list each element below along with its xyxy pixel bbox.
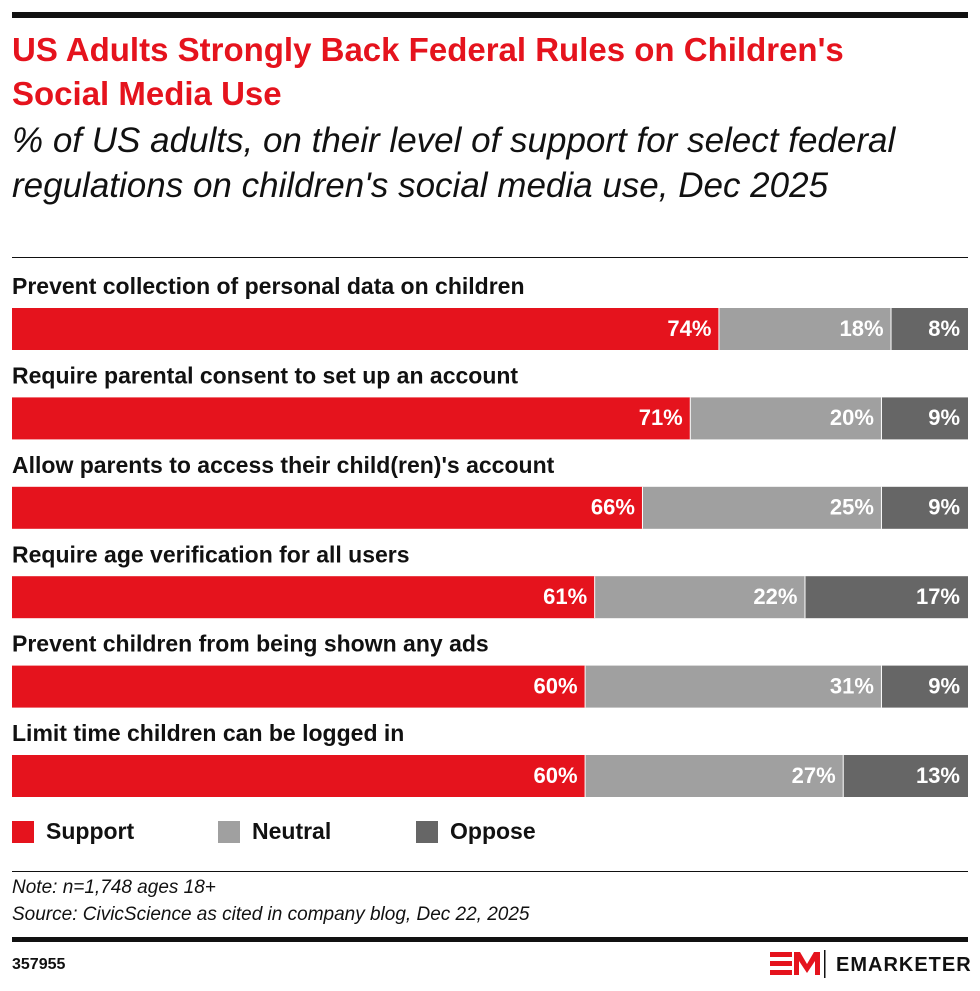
bar-segment — [891, 308, 968, 350]
legend-label: Support — [46, 818, 134, 844]
category-label: Require parental consent to set up an ac… — [12, 362, 518, 388]
bar-segment — [12, 308, 720, 350]
chart-title: US Adults Strongly Back Federal Rules on… — [12, 31, 844, 112]
value-label: 66% — [591, 495, 635, 520]
bar-segment — [585, 665, 882, 708]
value-label: 31% — [830, 673, 874, 698]
logo-mark — [770, 950, 826, 978]
chart-subtitle: % of US adults, on their level of suppor… — [12, 121, 896, 205]
chart-id: 357955 — [12, 956, 66, 973]
bottom-rule — [12, 937, 968, 942]
note: Note: n=1,748 ages 18+ — [12, 877, 216, 898]
value-label: 27% — [792, 763, 836, 788]
value-label: 61% — [543, 584, 587, 609]
chart: Prevent collection of personal data on c… — [12, 273, 968, 844]
bar-segment — [12, 397, 691, 440]
bar-segment — [881, 486, 968, 529]
value-label: 74% — [667, 316, 711, 341]
category-label: Prevent children from being shown any ad… — [12, 631, 489, 657]
value-label: 18% — [839, 316, 883, 341]
top-rule — [12, 12, 968, 18]
bar-segment — [881, 665, 968, 708]
legend-swatch — [218, 821, 240, 843]
value-label: 60% — [534, 673, 578, 698]
value-label: 13% — [916, 763, 960, 788]
value-label: 20% — [830, 405, 874, 430]
bar-segment — [585, 755, 844, 797]
category-label: Prevent collection of personal data on c… — [12, 273, 525, 299]
rule — [12, 871, 968, 872]
bar-segment — [843, 755, 968, 797]
bar-segment — [881, 397, 968, 440]
rule — [12, 257, 968, 258]
legend-label: Neutral — [252, 818, 331, 844]
value-label: 9% — [928, 405, 960, 430]
legend-label: Oppose — [450, 818, 536, 844]
category-label: Limit time children can be logged in — [12, 720, 404, 746]
category-label: Allow parents to access their child(ren)… — [12, 452, 555, 478]
value-label: 9% — [928, 495, 960, 520]
value-label: 8% — [928, 316, 960, 341]
value-label: 22% — [753, 584, 797, 609]
bar-segment — [690, 397, 882, 440]
legend-swatch — [416, 821, 438, 843]
value-label: 71% — [639, 405, 683, 430]
bar-segment — [12, 665, 586, 708]
bar-segment — [805, 576, 968, 619]
source: Source: CivicScience as cited in company… — [12, 904, 530, 925]
category-label: Require age verification for all users — [12, 541, 410, 567]
value-label: 9% — [928, 673, 960, 698]
legend-swatch — [12, 821, 34, 843]
bar-segment — [642, 486, 882, 529]
bar-segment — [719, 308, 892, 350]
bar-segment — [12, 486, 643, 529]
value-label: 25% — [830, 495, 874, 520]
brand: EMARKETER — [836, 954, 972, 976]
bar-segment — [595, 576, 806, 619]
value-label: 60% — [534, 763, 578, 788]
value-label: 17% — [916, 584, 960, 609]
bar-segment — [12, 576, 596, 619]
bar-segment — [12, 755, 586, 797]
